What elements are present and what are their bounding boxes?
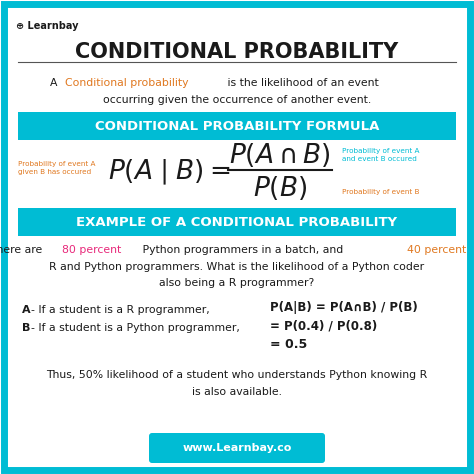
Bar xyxy=(18,112,456,140)
Text: B: B xyxy=(22,323,30,333)
Text: Probability of event A
given B has occured: Probability of event A given B has occur… xyxy=(18,161,95,175)
Text: CONDITIONAL PROBABILITY: CONDITIONAL PROBABILITY xyxy=(75,42,399,62)
Text: EXAMPLE OF A CONDITIONAL PROBABILITY: EXAMPLE OF A CONDITIONAL PROBABILITY xyxy=(76,216,398,228)
Text: occurring given the occurrence of another event.: occurring given the occurrence of anothe… xyxy=(103,95,371,105)
Text: - If a student is a R programmer,: - If a student is a R programmer, xyxy=(31,305,210,315)
Text: is also available.: is also available. xyxy=(192,387,282,397)
Text: R and Python programmers. What is the likelihood of a Python coder: R and Python programmers. What is the li… xyxy=(49,262,425,272)
Text: $P(A \mid B) =$: $P(A \mid B) =$ xyxy=(108,157,230,187)
Text: Conditional probability: Conditional probability xyxy=(64,78,188,88)
Text: P(A|B) = P(A∩B) / P(B): P(A|B) = P(A∩B) / P(B) xyxy=(270,301,418,315)
Text: 40 percent: 40 percent xyxy=(407,245,466,255)
Text: 80 percent: 80 percent xyxy=(63,245,122,255)
Text: also being a R programmer?: also being a R programmer? xyxy=(159,278,315,288)
Text: Thus, 50% likelihood of a student who understands Python knowing R: Thus, 50% likelihood of a student who un… xyxy=(46,370,428,380)
Text: Probability of event A
and event B occured: Probability of event A and event B occur… xyxy=(342,148,419,162)
Text: - If a student is a Python programmer,: - If a student is a Python programmer, xyxy=(31,323,240,333)
Text: Python programmers in a batch, and: Python programmers in a batch, and xyxy=(139,245,346,255)
Text: Probability of event B: Probability of event B xyxy=(342,189,419,195)
FancyBboxPatch shape xyxy=(149,433,325,463)
Text: ⊕ Learnbay: ⊕ Learnbay xyxy=(16,21,79,31)
Text: $P(B)$: $P(B)$ xyxy=(253,174,307,202)
Text: is the likelihood of an event: is the likelihood of an event xyxy=(224,78,379,88)
Text: CONDITIONAL PROBABILITY FORMULA: CONDITIONAL PROBABILITY FORMULA xyxy=(95,119,379,133)
Bar xyxy=(18,208,456,236)
Text: $P(A \cap B)$: $P(A \cap B)$ xyxy=(229,141,331,169)
Text: www.Learnbay.co: www.Learnbay.co xyxy=(182,443,292,453)
Text: A: A xyxy=(50,78,62,88)
Text: There are: There are xyxy=(0,245,46,255)
Text: = 0.5: = 0.5 xyxy=(270,337,307,350)
Text: = P(0.4) / P(0.8): = P(0.4) / P(0.8) xyxy=(270,319,377,332)
Text: A: A xyxy=(22,305,31,315)
